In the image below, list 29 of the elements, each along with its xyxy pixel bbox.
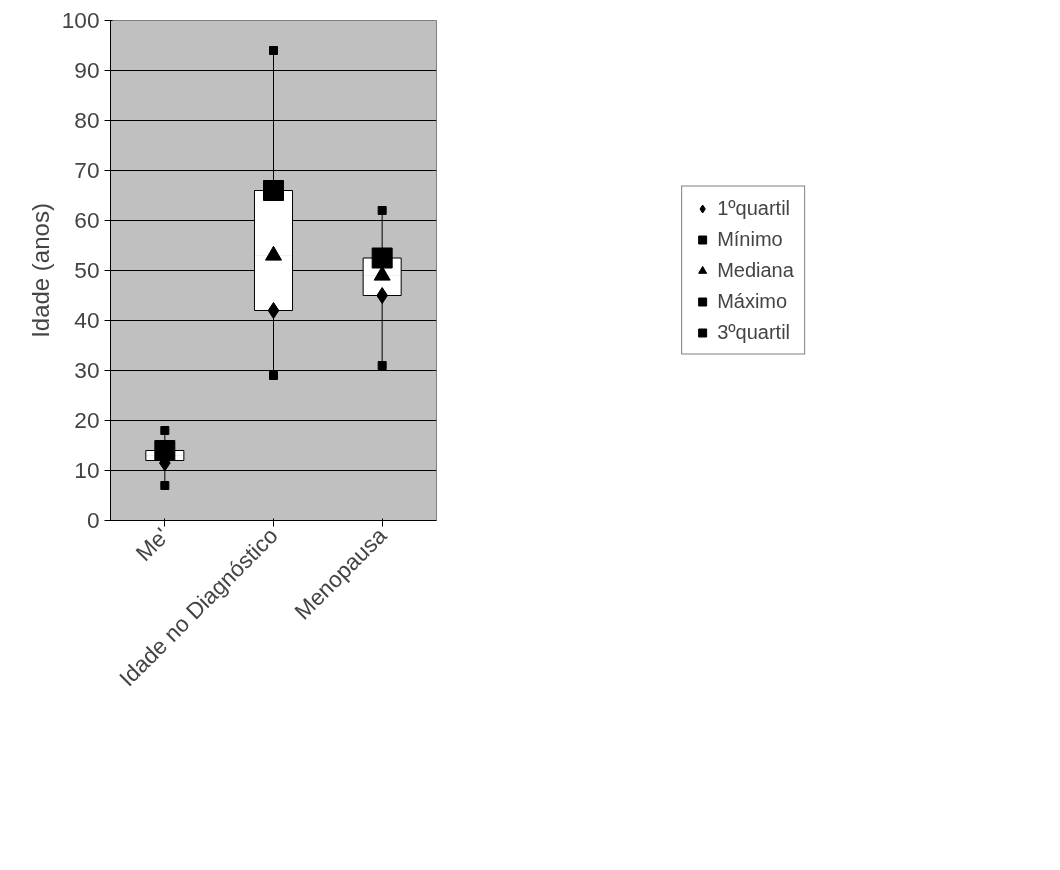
point — [267, 302, 280, 319]
point — [160, 481, 170, 490]
point — [377, 361, 387, 370]
legend-label: Mediana — [717, 258, 794, 282]
y-axis-title: Idade (anos) — [26, 203, 54, 338]
y-tick-label: 70 — [74, 157, 100, 183]
y-tick-label: 100 — [61, 7, 100, 33]
y-tick-label: 20 — [74, 407, 100, 433]
point — [377, 206, 387, 215]
point — [263, 180, 284, 201]
legend-label: Mínimo — [717, 227, 783, 251]
y-tick-label: 80 — [74, 107, 100, 133]
point — [269, 46, 278, 55]
y-tick-label: 50 — [74, 257, 100, 283]
x-tick-label: Me' — [130, 522, 175, 567]
point — [154, 440, 176, 461]
y-tick-label: 0 — [86, 507, 100, 533]
legend-label: 1ºquartil — [717, 196, 791, 220]
legend-label: 3ºquartil — [717, 320, 791, 344]
y-tick-label: 40 — [74, 307, 100, 333]
y-tick-label: 90 — [74, 57, 100, 83]
legend-label: Máximo — [717, 289, 788, 313]
point — [160, 426, 170, 435]
point — [371, 247, 393, 269]
point — [376, 287, 388, 304]
point — [269, 371, 278, 380]
y-tick-label: 30 — [74, 357, 100, 383]
y-tick-label: 60 — [74, 207, 100, 233]
y-tick-label: 10 — [74, 457, 100, 483]
